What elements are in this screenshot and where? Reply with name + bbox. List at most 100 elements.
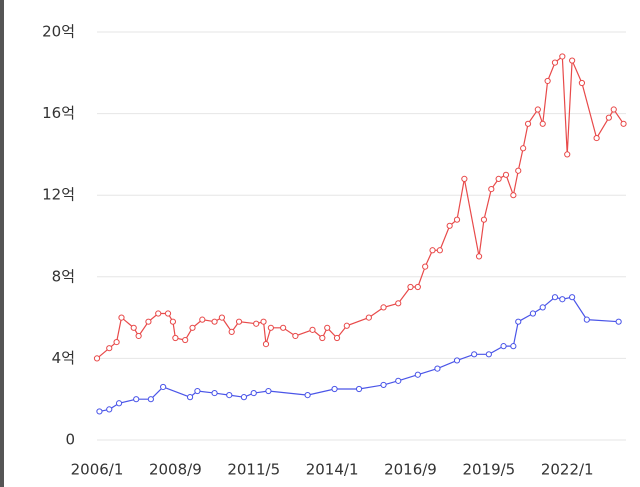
- y-tick-label: 0: [65, 431, 75, 449]
- data-point: [615, 318, 622, 325]
- data-point: [480, 216, 488, 223]
- data-point: [515, 318, 522, 325]
- data-point: [461, 175, 468, 182]
- data-point: [365, 314, 372, 321]
- x-tick-label: 2011/5: [227, 461, 280, 479]
- data-point: [485, 351, 492, 358]
- data-point: [135, 332, 142, 340]
- x-tick-label: 2006/1: [71, 461, 124, 479]
- x-tick-label: 2019/5: [462, 461, 515, 479]
- data-point: [569, 294, 576, 301]
- data-point: [355, 385, 363, 393]
- data-point: [500, 343, 507, 350]
- data-point: [551, 59, 559, 66]
- data-point: [488, 185, 495, 193]
- x-tick-label: 2022/1: [541, 461, 594, 479]
- data-point: [199, 316, 206, 323]
- data-point: [434, 365, 441, 372]
- data-point: [534, 106, 541, 113]
- data-point: [292, 332, 299, 340]
- data-point: [605, 114, 612, 121]
- data-point: [515, 167, 522, 174]
- data-point: [414, 283, 421, 291]
- data-point: [169, 318, 177, 325]
- data-point: [93, 355, 101, 362]
- data-point: [133, 396, 140, 403]
- data-point: [395, 377, 402, 384]
- data-point: [118, 314, 125, 321]
- data-point: [436, 247, 443, 254]
- series-line: [96, 55, 625, 359]
- data-point: [475, 253, 483, 260]
- frame-edge: [0, 0, 4, 487]
- data-point: [194, 387, 201, 395]
- data-point: [453, 216, 461, 223]
- data-point: [583, 316, 590, 323]
- data-point: [211, 318, 218, 325]
- data-point: [211, 389, 218, 397]
- data-point: [564, 151, 571, 158]
- data-point: [304, 392, 311, 399]
- y-tick-label: 20억: [42, 23, 75, 41]
- data-point: [106, 345, 113, 352]
- data-point: [502, 171, 510, 178]
- data-point: [164, 310, 172, 317]
- data-point: [106, 406, 113, 413]
- series-line: [99, 296, 619, 413]
- data-point: [620, 120, 627, 127]
- data-point: [260, 318, 267, 325]
- data-point: [380, 381, 387, 389]
- data-point: [265, 387, 272, 395]
- data-point: [559, 53, 566, 60]
- data-point: [186, 394, 194, 401]
- data-point: [380, 304, 387, 311]
- y-tick-label: 12억: [42, 186, 75, 204]
- data-point: [495, 175, 502, 182]
- data-point: [610, 106, 617, 113]
- data-point: [280, 324, 287, 331]
- data-point: [578, 79, 586, 87]
- data-point: [529, 310, 537, 317]
- data-point: [544, 77, 551, 85]
- data-point: [309, 326, 316, 333]
- data-point: [524, 120, 532, 127]
- data-point: [147, 396, 154, 403]
- data-point: [226, 392, 233, 399]
- data-point: [319, 334, 326, 342]
- data-point: [145, 318, 152, 325]
- data-point: [422, 263, 429, 270]
- x-tick-label: 2016/9: [384, 461, 437, 479]
- y-tick-label: 4억: [52, 349, 75, 367]
- data-point: [250, 389, 257, 397]
- data-point: [240, 394, 248, 401]
- data-point: [520, 145, 527, 152]
- data-point: [539, 120, 546, 127]
- data-point: [262, 341, 270, 348]
- data-point: [324, 324, 331, 331]
- data-point: [172, 334, 179, 342]
- data-point: [218, 314, 226, 321]
- data-point: [446, 222, 453, 229]
- data-point: [453, 357, 461, 364]
- data-point: [331, 385, 338, 393]
- data-point: [235, 318, 243, 325]
- data-point: [343, 322, 350, 329]
- data-point: [115, 400, 123, 407]
- y-tick-label: 16억: [42, 104, 75, 122]
- data-point: [510, 343, 517, 350]
- data-point: [113, 338, 120, 346]
- data-point: [333, 334, 341, 342]
- data-point: [395, 300, 402, 307]
- data-point: [182, 336, 189, 344]
- data-point: [155, 310, 162, 317]
- data-point: [414, 371, 421, 378]
- data-point: [559, 296, 566, 303]
- data-point: [130, 324, 137, 331]
- data-point: [539, 304, 546, 311]
- data-point: [593, 134, 600, 142]
- y-tick-label: 8억: [52, 267, 75, 285]
- data-point: [569, 57, 576, 64]
- data-point: [267, 324, 274, 331]
